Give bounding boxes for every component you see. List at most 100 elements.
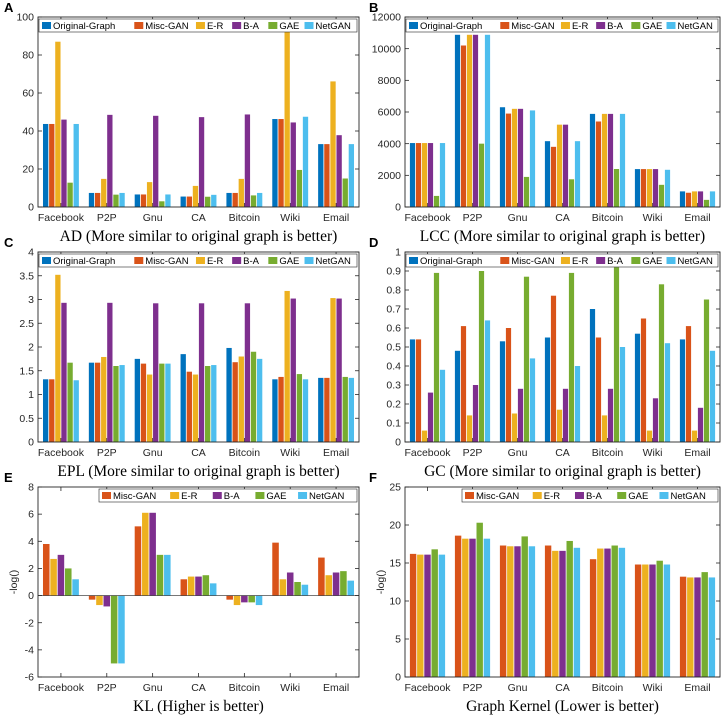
x-tick-label: Facebook <box>38 447 85 459</box>
bar-misc-gan-bitcoin <box>232 362 238 442</box>
x-tick-label: Wiki <box>280 682 300 694</box>
bar-gae-wiki <box>656 560 663 677</box>
bar-gae-email <box>703 199 710 207</box>
bar-original-graph-gnu <box>499 107 506 207</box>
bar-netgan-facebook <box>72 579 79 596</box>
bar-netgan-gnu <box>165 194 171 207</box>
y-tick-label: 15 <box>389 558 401 570</box>
bar-misc-gan-p2p <box>460 326 467 442</box>
bar-e-r-gnu <box>511 413 518 442</box>
bar-original-graph-p2p <box>88 192 95 207</box>
bar-netgan-facebook <box>73 123 79 207</box>
bar-misc-gan-email <box>685 192 692 207</box>
y-tick-label: 0.8 <box>386 285 401 297</box>
bar-netgan-gnu <box>529 110 536 207</box>
x-tick-label: Wiki <box>280 212 300 224</box>
bar-gae-gnu <box>159 201 165 207</box>
y-tick-label: 25 <box>389 482 401 494</box>
legend-swatch <box>532 492 542 499</box>
bar-b-a-wiki <box>652 398 659 442</box>
axes-frame <box>404 486 721 678</box>
legend-label: B-A <box>607 21 624 32</box>
bar-original-graph-p2p <box>88 362 95 442</box>
bar-misc-gan-wiki <box>640 318 647 442</box>
y-tick-label: 80 <box>22 50 34 62</box>
y-tick-label: 4000 <box>378 138 402 150</box>
bar-e-r-ca <box>556 409 563 442</box>
legend-label: NetGAN <box>678 21 714 32</box>
bar-gae-wiki <box>658 184 665 207</box>
bar-netgan-gnu <box>165 363 171 442</box>
panel-letter: A <box>4 0 14 15</box>
bar-b-a-wiki <box>649 564 656 677</box>
x-tick-label: Gnu <box>508 682 528 694</box>
y-tick-label: 2000 <box>378 170 402 182</box>
x-tick-label: CA <box>555 447 570 459</box>
bar-gae-ca <box>568 179 575 207</box>
bar-e-r-facebook <box>50 558 57 596</box>
bar-gae-gnu <box>521 536 528 677</box>
bar-netgan-gnu <box>529 358 536 442</box>
legend-label: GAE <box>628 491 648 502</box>
bar-e-r-ca <box>552 550 559 677</box>
bar-original-graph-email <box>679 339 686 442</box>
panel-letter: C <box>4 235 14 250</box>
bar-gae-gnu <box>523 276 530 442</box>
bar-gae-p2p <box>113 366 119 442</box>
bar-b-a-gnu <box>517 388 524 442</box>
bar-b-a-bitcoin <box>607 388 614 442</box>
bar-b-a-facebook <box>424 554 431 677</box>
legend-swatch <box>195 22 205 29</box>
y-tick-label: 3.5 <box>19 270 34 282</box>
x-tick-label: Email <box>684 447 710 459</box>
x-tick-label: Bitcoin <box>229 682 261 694</box>
bar-netgan-p2p <box>119 192 125 207</box>
chart-panel-d: 0 0.1 0.2 0.3 0.4 0.5 0.6 0.7 0.8 0.9 1 Facebook P2P… <box>369 235 721 480</box>
bar-netgan-ca <box>211 365 217 442</box>
bar-gae-email <box>340 571 347 596</box>
legend-swatch <box>134 22 144 29</box>
bar-misc-gan-email <box>324 377 330 442</box>
bar-e-r-wiki <box>642 564 649 677</box>
bar-misc-gan-facebook <box>49 379 55 442</box>
bar-original-graph-email <box>318 144 324 207</box>
chart-caption: GC (More similar to original graph is be… <box>424 463 701 480</box>
bar-netgan-ca <box>211 194 217 207</box>
y-tick-label: -4 <box>25 644 34 656</box>
bar-netgan-bitcoin <box>618 547 626 677</box>
bar-misc-gan-wiki <box>272 542 279 596</box>
bar-b-a-email <box>697 191 704 207</box>
bar-e-r-email <box>330 298 336 442</box>
plot-area <box>405 252 720 442</box>
legend-swatch <box>500 257 510 264</box>
panel-letter: F <box>369 470 377 485</box>
x-tick-label: CA <box>191 212 206 224</box>
x-tick-label: Email <box>323 682 349 694</box>
bar-gae-gnu <box>523 176 530 207</box>
legend-label: E-R <box>544 491 561 502</box>
bar-misc-gan-wiki <box>278 376 284 442</box>
legend-swatch <box>102 492 111 499</box>
y-tick-label: 40 <box>22 126 34 138</box>
y-tick-label: 3 <box>28 294 34 306</box>
legend-swatch <box>268 22 278 29</box>
bar-gae-bitcoin <box>248 595 255 603</box>
y-tick-label: 1.5 <box>19 365 34 377</box>
bar-gae-ca <box>566 540 573 677</box>
bar-gae-email <box>703 299 710 442</box>
bar-b-a-wiki <box>652 169 659 207</box>
y-tick-label: 12000 <box>372 12 401 24</box>
bar-e-r-email <box>691 430 698 442</box>
bar-b-a-email <box>694 577 701 677</box>
legend-swatch <box>560 257 570 264</box>
bar-e-r-facebook <box>55 41 61 208</box>
y-tick-label: 0 <box>395 202 401 214</box>
chart-caption: LCC (More similar to original graph is b… <box>420 228 705 245</box>
bar-netgan-bitcoin <box>619 347 626 442</box>
bar-original-graph-facebook <box>42 379 49 442</box>
legend-swatch <box>596 257 606 264</box>
y-tick-label: 0 <box>395 437 401 449</box>
legend-swatch <box>212 492 222 499</box>
bar-b-a-ca <box>195 576 202 596</box>
bar-gae-wiki <box>294 582 301 596</box>
